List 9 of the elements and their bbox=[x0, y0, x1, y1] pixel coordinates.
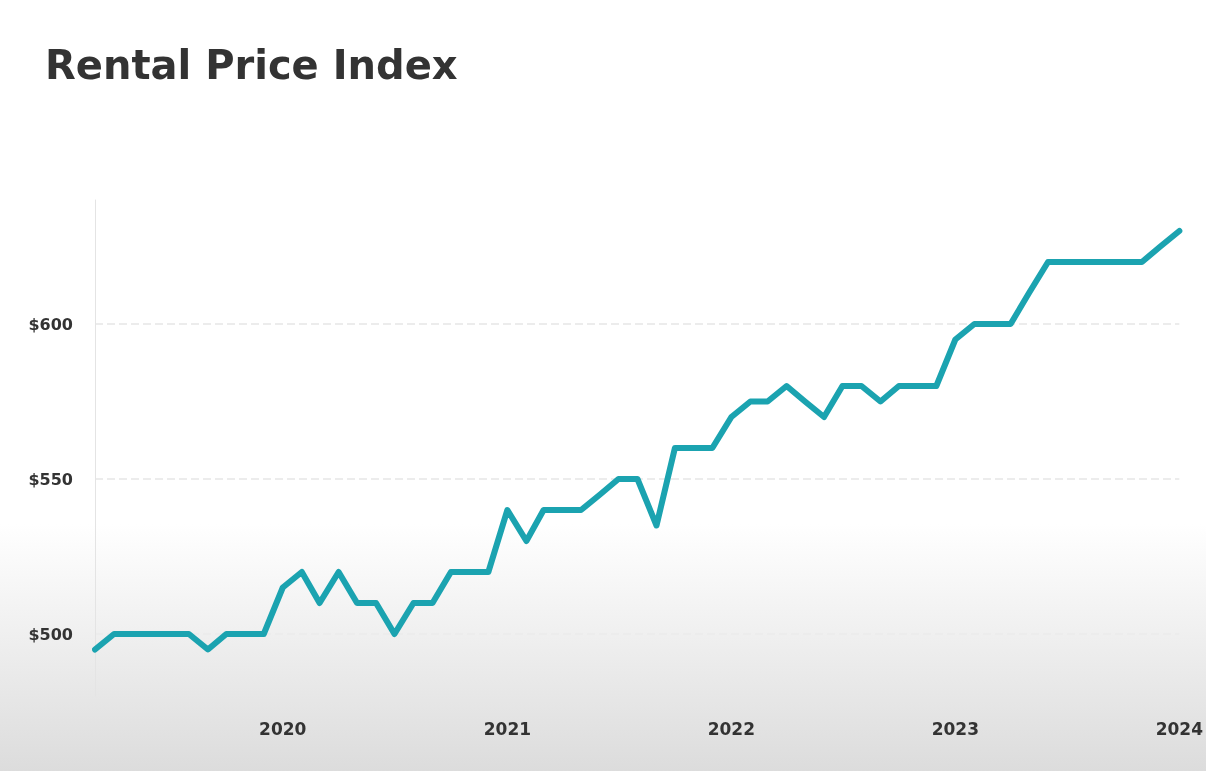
chart-title: Rental Price Index bbox=[45, 42, 458, 88]
y-tick-label: $600 bbox=[28, 314, 73, 334]
y-tick-label: $500 bbox=[28, 624, 73, 644]
x-tick-label: 2023 bbox=[931, 718, 980, 739]
x-tick-label: 2024 bbox=[1155, 718, 1204, 739]
x-tick-label: 2021 bbox=[483, 718, 532, 739]
x-tick-label: 2020 bbox=[259, 718, 307, 739]
x-tick-label: 2022 bbox=[707, 718, 756, 739]
y-tick-label: $550 bbox=[28, 469, 73, 489]
